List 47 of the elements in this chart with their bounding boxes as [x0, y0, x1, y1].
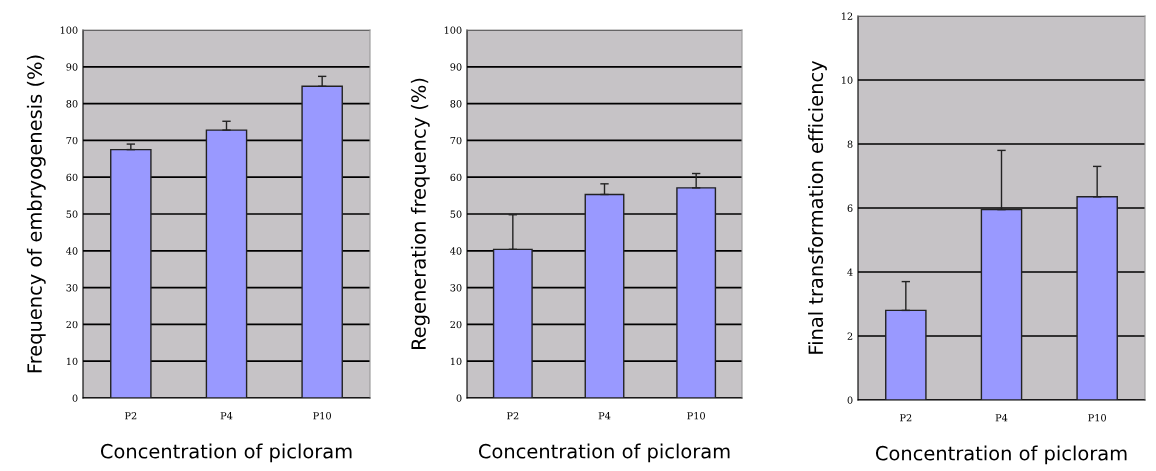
y-tick-label: 50: [66, 210, 78, 218]
x-tick-label: P10: [313, 412, 331, 420]
bar: [205, 129, 248, 398]
y-tick-label: 90: [66, 63, 78, 71]
y-tick-label: 30: [66, 284, 78, 292]
y-tick-label: 80: [450, 100, 462, 108]
y-tick-label: 4: [847, 268, 853, 276]
y-tick-label: 80: [66, 100, 78, 108]
y-axis-title: Regeneration frequency (%): [410, 78, 430, 350]
x-tick-label: P2: [125, 412, 137, 420]
x-axis-title: Concentration of picloram: [875, 445, 1127, 465]
y-tick-label: 20: [450, 320, 462, 329]
y-tick-label: 30: [450, 284, 462, 292]
y-tick-label: 0: [847, 396, 853, 404]
y-tick-label: 90: [450, 63, 462, 71]
x-tick-label: P10: [687, 412, 705, 420]
bar: [110, 148, 152, 398]
y-tick-label: 20: [66, 320, 78, 329]
y-tick-label: 0: [72, 394, 78, 402]
y-tick-label: 10: [66, 357, 78, 366]
x-tick-label: P10: [1088, 414, 1106, 422]
y-tick-label: 40: [450, 247, 462, 255]
y-tick-label: 40: [66, 247, 78, 255]
y-tick-label: 70: [66, 136, 78, 145]
x-tick-label: P4: [598, 412, 611, 420]
y-tick-label: 60: [66, 173, 78, 182]
y-axis-title: Final transformation efficiency: [808, 60, 827, 354]
y-tick-label: 70: [450, 136, 462, 145]
x-tick-label: P4: [220, 412, 233, 420]
x-tick-label: P2: [507, 412, 519, 420]
x-axis-title: Concentration of picloram: [100, 443, 352, 463]
x-tick-label: P4: [995, 414, 1008, 422]
y-tick-label: 8: [847, 140, 853, 148]
x-axis-title: Concentration of picloram: [478, 443, 730, 463]
y-tick-label: 10: [450, 357, 462, 366]
y-axis-title: Frequency of embryogenesis (%): [26, 55, 46, 373]
y-tick-label: 0: [456, 394, 462, 402]
bar: [676, 187, 717, 398]
y-tick-label: 100: [444, 26, 462, 34]
y-tick-label: 60: [450, 173, 462, 182]
y-tick-label: 50: [450, 210, 462, 218]
y-tick-label: 2: [847, 332, 853, 340]
y-tick-label: 100: [60, 26, 78, 34]
x-tick-label: P2: [900, 414, 912, 422]
y-tick-label: 10: [841, 76, 853, 84]
y-tick-label: 6: [847, 204, 853, 212]
y-tick-label: 12: [841, 12, 853, 20]
